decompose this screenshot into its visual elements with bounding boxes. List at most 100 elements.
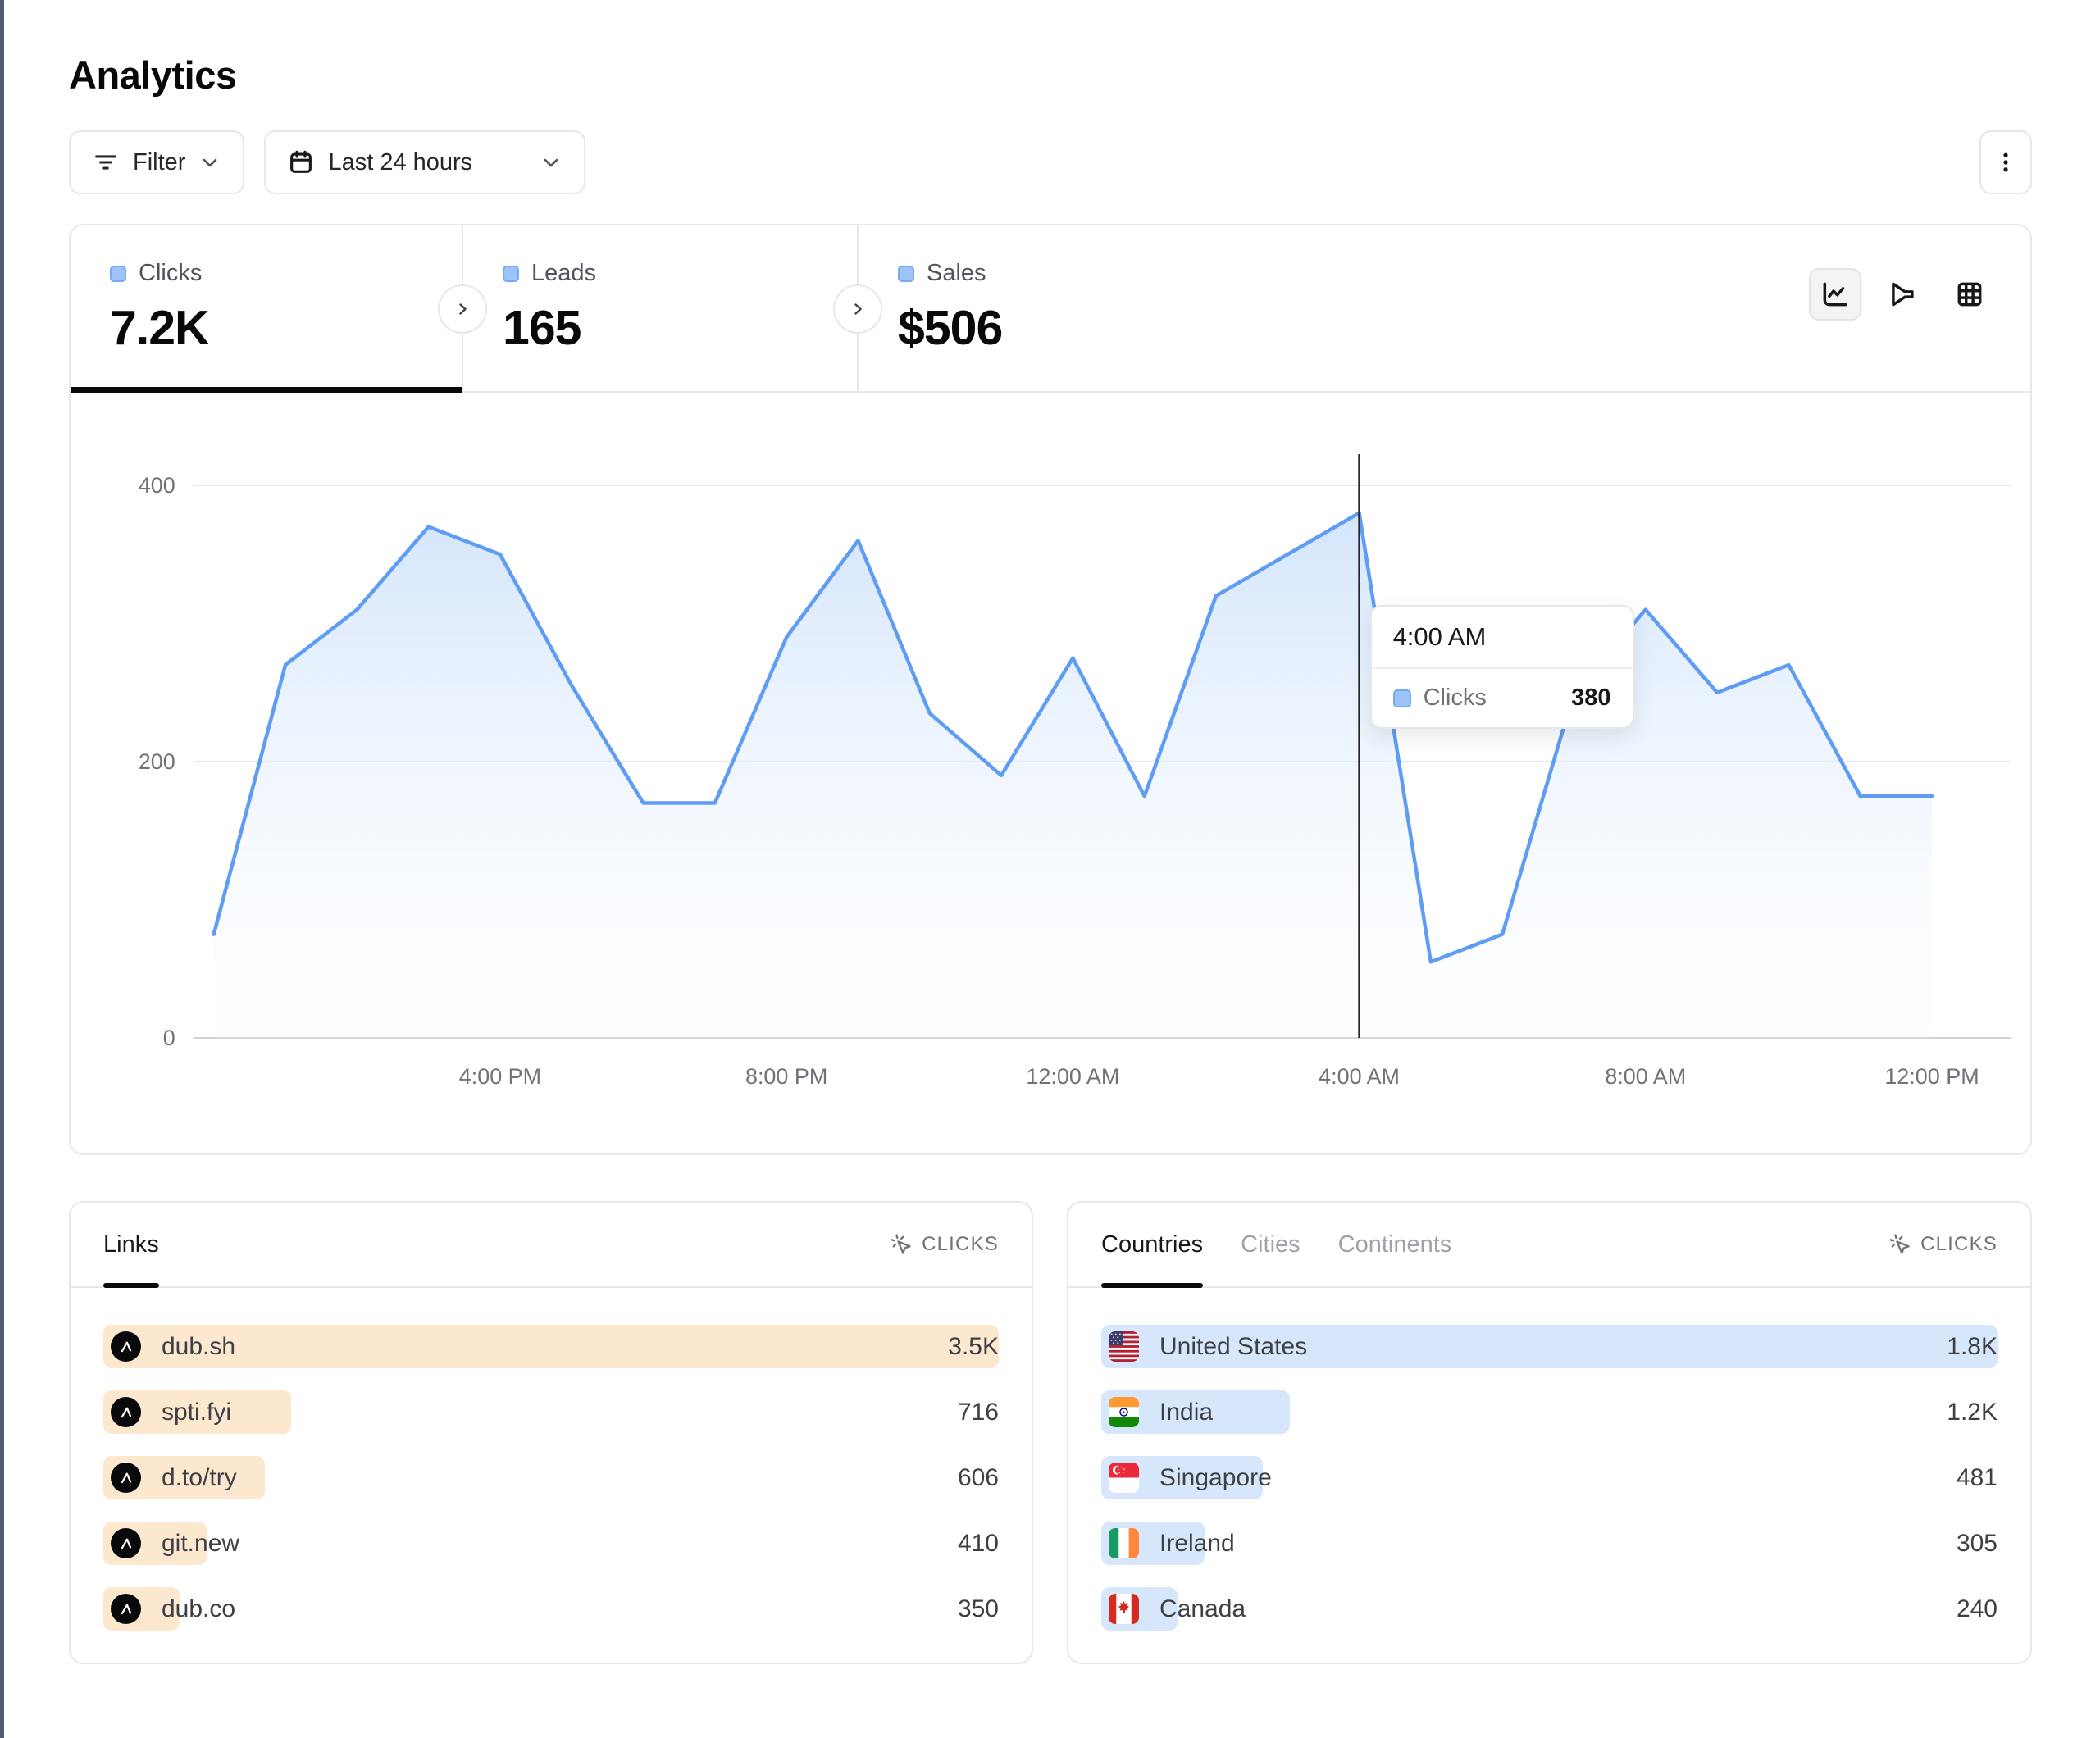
country-row-united-states[interactable]: United States 1.8K xyxy=(1101,1325,1998,1368)
svg-text:200: 200 xyxy=(139,749,175,774)
tab-links-label: Links xyxy=(103,1231,159,1258)
country-label: Singapore xyxy=(1159,1463,1272,1491)
chevron-down-icon xyxy=(540,151,563,174)
filter-button[interactable]: Filter xyxy=(69,130,245,194)
funnel-view-button[interactable] xyxy=(1876,268,1929,321)
dub-logo-icon xyxy=(111,1397,141,1427)
link-label: dub.sh xyxy=(162,1332,236,1360)
leads-value: 165 xyxy=(503,301,581,355)
link-row-spti.fyi[interactable]: spti.fyi 716 xyxy=(103,1390,999,1434)
clicks-label: Clicks xyxy=(139,260,203,286)
link-label: d.to/try xyxy=(162,1463,237,1491)
tab-clicks[interactable]: Clicks 7.2K xyxy=(71,225,487,393)
analytics-page: Analytics Filter Last 24 hou xyxy=(69,0,2032,1664)
next-metric-chevron-button[interactable] xyxy=(833,284,882,334)
tab-sales[interactable]: Sales $506 xyxy=(859,225,2030,391)
bottom-cards: Links CLICKS dub.sh xyxy=(69,1201,2032,1664)
clicks-legend-swatch xyxy=(110,265,126,282)
link-label: dub.co xyxy=(162,1595,236,1622)
country-label: Canada xyxy=(1159,1595,1246,1622)
tab-cities-label: Cities xyxy=(1241,1231,1301,1258)
svg-text:8:00 PM: 8:00 PM xyxy=(745,1064,827,1089)
country-clicks-value: 1.2K xyxy=(1947,1398,1998,1426)
calendar-icon xyxy=(287,148,315,176)
sales-value: $506 xyxy=(898,301,1003,355)
page-title: Analytics xyxy=(69,53,237,97)
link-row-git.new[interactable]: git.new 410 xyxy=(103,1522,999,1565)
tab-continents[interactable]: Continents xyxy=(1338,1203,1452,1286)
leads-legend-swatch xyxy=(503,265,519,282)
tab-continents-label: Continents xyxy=(1337,1231,1452,1258)
links-rows: dub.sh 3.5K spti.fyi 716 xyxy=(71,1288,1032,1631)
clicks-area-chart[interactable]: 0 200 400 4:00 PM 8:00 PM 12:00 AM 4:00 AM 8:00… xyxy=(71,393,2030,1153)
grid-icon xyxy=(1957,282,1982,307)
dub-logo-icon xyxy=(111,1528,141,1558)
date-range-button[interactable]: Last 24 hours xyxy=(264,130,586,194)
country-row-singapore[interactable]: Singapore 481 xyxy=(1101,1456,1998,1499)
chart-view-toggle xyxy=(1809,268,1996,321)
tab-leads[interactable]: Leads 165 xyxy=(463,225,882,391)
link-row-dub.sh[interactable]: dub.sh 3.5K xyxy=(103,1325,999,1368)
country-row-india[interactable]: India 1.2K xyxy=(1101,1390,1998,1434)
canada-flag-icon xyxy=(1109,1594,1139,1624)
cursor-click-icon xyxy=(1889,1234,1910,1254)
tab-countries[interactable]: Countries xyxy=(1101,1203,1204,1288)
india-flag-icon xyxy=(1109,1397,1139,1427)
links-card-header: Links CLICKS xyxy=(71,1203,1032,1288)
tooltip-legend-swatch xyxy=(1392,689,1411,707)
chart-tooltip: 4:00 AM Clicks 380 xyxy=(1369,605,1634,729)
countries-metric-label: CLICKS xyxy=(1920,1233,1998,1255)
links-card: Links CLICKS dub.sh xyxy=(69,1201,1033,1664)
svg-text:4:00 AM: 4:00 AM xyxy=(1319,1064,1400,1089)
funnel-right-icon xyxy=(1892,282,1914,307)
country-bar xyxy=(1101,1325,1998,1368)
tooltip-series-label: Clicks xyxy=(1423,685,1487,711)
ireland-flag-icon xyxy=(1109,1528,1139,1558)
line-chart-view-button[interactable] xyxy=(1809,268,1861,321)
clicks-value: 7.2K xyxy=(110,301,210,355)
analytics-chart-card: Clicks 7.2K Leads 165 xyxy=(69,224,2032,1155)
country-row-canada[interactable]: Canada 240 xyxy=(1101,1587,1998,1631)
tab-links[interactable]: Links xyxy=(103,1203,159,1288)
tab-countries-label: Countries xyxy=(1101,1231,1204,1258)
next-metric-chevron-button[interactable] xyxy=(438,284,487,334)
date-range-label: Last 24 hours xyxy=(328,148,473,175)
country-row-ireland[interactable]: Ireland 305 xyxy=(1101,1522,1998,1565)
table-view-button[interactable] xyxy=(1943,268,1996,321)
svg-text:4:00 PM: 4:00 PM xyxy=(459,1064,541,1089)
sales-label: Sales xyxy=(927,260,986,286)
svg-text:0: 0 xyxy=(163,1026,175,1050)
tab-cities[interactable]: Cities xyxy=(1241,1203,1301,1286)
link-label: git.new xyxy=(162,1529,240,1557)
countries-metric-header[interactable]: CLICKS xyxy=(1888,1233,1998,1256)
country-clicks-value: 305 xyxy=(1956,1529,1998,1557)
country-clicks-value: 1.8K xyxy=(1947,1332,1998,1360)
line-chart-icon xyxy=(1823,282,1847,307)
tooltip-time: 4:00 AM xyxy=(1371,607,1633,669)
countries-card-header: Countries Cities Continents CLICKS xyxy=(1068,1203,2030,1288)
sales-legend-swatch xyxy=(898,265,914,282)
dub-logo-icon xyxy=(111,1331,141,1362)
link-label: spti.fyi xyxy=(162,1398,232,1426)
link-row-d.to-try[interactable]: d.to/try 606 xyxy=(103,1456,999,1499)
more-options-button[interactable] xyxy=(1979,130,2032,194)
tooltip-value: 380 xyxy=(1571,685,1611,711)
link-clicks-value: 3.5K xyxy=(948,1332,999,1360)
countries-card: Countries Cities Continents CLICKS xyxy=(1067,1201,2032,1664)
svg-text:400: 400 xyxy=(139,473,175,498)
links-metric-header[interactable]: CLICKS xyxy=(890,1233,999,1256)
svg-text:12:00 AM: 12:00 AM xyxy=(1026,1064,1119,1089)
leads-label: Leads xyxy=(531,260,597,286)
kebab-menu-icon xyxy=(1993,150,2018,175)
svg-text:12:00 PM: 12:00 PM xyxy=(1884,1064,1979,1089)
link-clicks-value: 410 xyxy=(957,1529,999,1557)
link-clicks-value: 350 xyxy=(957,1595,999,1622)
us-flag-icon xyxy=(1109,1331,1139,1362)
country-clicks-value: 240 xyxy=(1956,1595,1998,1622)
country-label: Ireland xyxy=(1159,1529,1235,1557)
cursor-click-icon xyxy=(891,1234,911,1254)
link-row-dub.co[interactable]: dub.co 350 xyxy=(103,1587,999,1631)
filter-icon xyxy=(92,148,120,176)
link-clicks-value: 606 xyxy=(957,1463,999,1491)
svg-text:8:00 AM: 8:00 AM xyxy=(1605,1064,1686,1089)
